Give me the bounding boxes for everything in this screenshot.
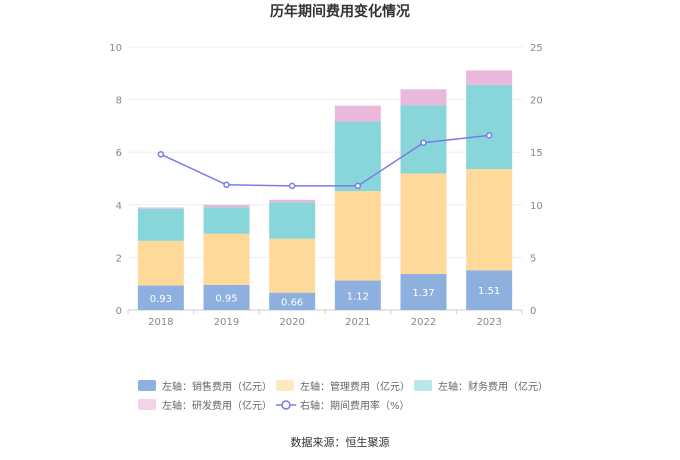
bar-segment [334, 280, 381, 310]
right-tick-label: 15 [530, 148, 543, 159]
legend-label: 左轴：财务费用（亿元） [438, 380, 548, 393]
line-path [160, 134, 490, 187]
x-axis: 2018 2019 2020 2021 2022 2023 [127, 310, 523, 328]
x-tick-label: 2022 [411, 317, 436, 328]
right-tick-label: 25 [530, 43, 543, 54]
bars [137, 70, 513, 310]
line-series [157, 132, 493, 190]
bar-segment [137, 208, 184, 241]
left-axis: 0 2 4 6 8 10 [109, 43, 122, 317]
line-point [288, 182, 296, 190]
right-tick-label: 5 [530, 253, 536, 264]
legend-label: 左轴：管理费用（亿元） [300, 380, 410, 393]
chart-title: 历年期间费用变化情况 [270, 3, 410, 20]
bar-segment [269, 292, 316, 310]
bar-value-label: 0.95 [215, 294, 237, 305]
x-tick-label: 2023 [476, 317, 501, 328]
bar-segment [203, 204, 250, 208]
x-tick-label: 2018 [148, 317, 173, 328]
legend-swatch [138, 380, 156, 391]
grid [128, 46, 522, 311]
right-tick-label: 0 [530, 306, 536, 317]
x-tick-label: 2019 [214, 317, 239, 328]
right-tick-label: 20 [530, 96, 543, 107]
bar-segment [400, 173, 447, 274]
x-tick-label: 2020 [279, 317, 304, 328]
bar-segment [269, 238, 316, 293]
bar-segment [466, 169, 513, 271]
right-tick-label: 10 [530, 201, 543, 212]
legend-label: 左轴：研发费用（亿元） [162, 399, 272, 412]
left-tick-label: 4 [116, 201, 122, 212]
bar-segment [334, 105, 381, 122]
bar-value-label: 1.12 [347, 291, 369, 302]
legend-line-marker [281, 400, 291, 410]
legend-swatch [414, 380, 432, 391]
legend-swatch [138, 399, 156, 410]
x-tick-label: 2021 [345, 317, 370, 328]
left-tick-label: 8 [116, 96, 122, 107]
bar-segment [269, 199, 316, 203]
bar-segment [203, 207, 250, 234]
left-tick-label: 10 [109, 43, 122, 54]
bar-segment [334, 191, 381, 281]
left-tick-label: 6 [116, 148, 122, 159]
bar-value-label: 0.66 [281, 297, 303, 308]
bar-segment [203, 285, 250, 310]
left-tick-label: 2 [116, 253, 122, 264]
right-axis: 0 5 10 15 20 25 [530, 43, 543, 317]
line-point [485, 132, 493, 139]
left-tick-label: 0 [116, 306, 122, 317]
legend-swatch [276, 380, 294, 391]
bar-segment [137, 285, 184, 310]
bar-segment [466, 270, 513, 310]
bar-segment [400, 89, 447, 106]
legend: 左轴：销售费用（亿元） 左轴：管理费用（亿元） 左轴：财务费用（亿元） 左轴：研发费用… [138, 380, 548, 412]
source-text: 数据来源：恒生聚源 [291, 435, 390, 449]
bar-segment [269, 202, 316, 239]
bar-segment [466, 84, 513, 170]
bar-labels: 0.93 0.95 0.66 1.12 1.37 1.51 [150, 286, 501, 308]
bar-segment [137, 240, 184, 286]
bar-segment [203, 233, 250, 286]
bar-segment [400, 273, 447, 310]
line-point [223, 181, 230, 189]
legend-label: 左轴：销售费用（亿元） [162, 380, 272, 393]
line-point [420, 139, 427, 146]
bar-value-label: 0.93 [150, 294, 172, 305]
line-point [354, 182, 362, 190]
bar-value-label: 1.37 [412, 288, 434, 299]
legend-label: 右轴：期间费用率（%） [300, 399, 410, 412]
bar-segment [334, 121, 381, 192]
bar-segment [137, 207, 184, 209]
line-point [157, 151, 165, 158]
bar-segment [466, 70, 513, 85]
bar-value-label: 1.51 [478, 286, 500, 297]
bar-segment [400, 105, 447, 174]
